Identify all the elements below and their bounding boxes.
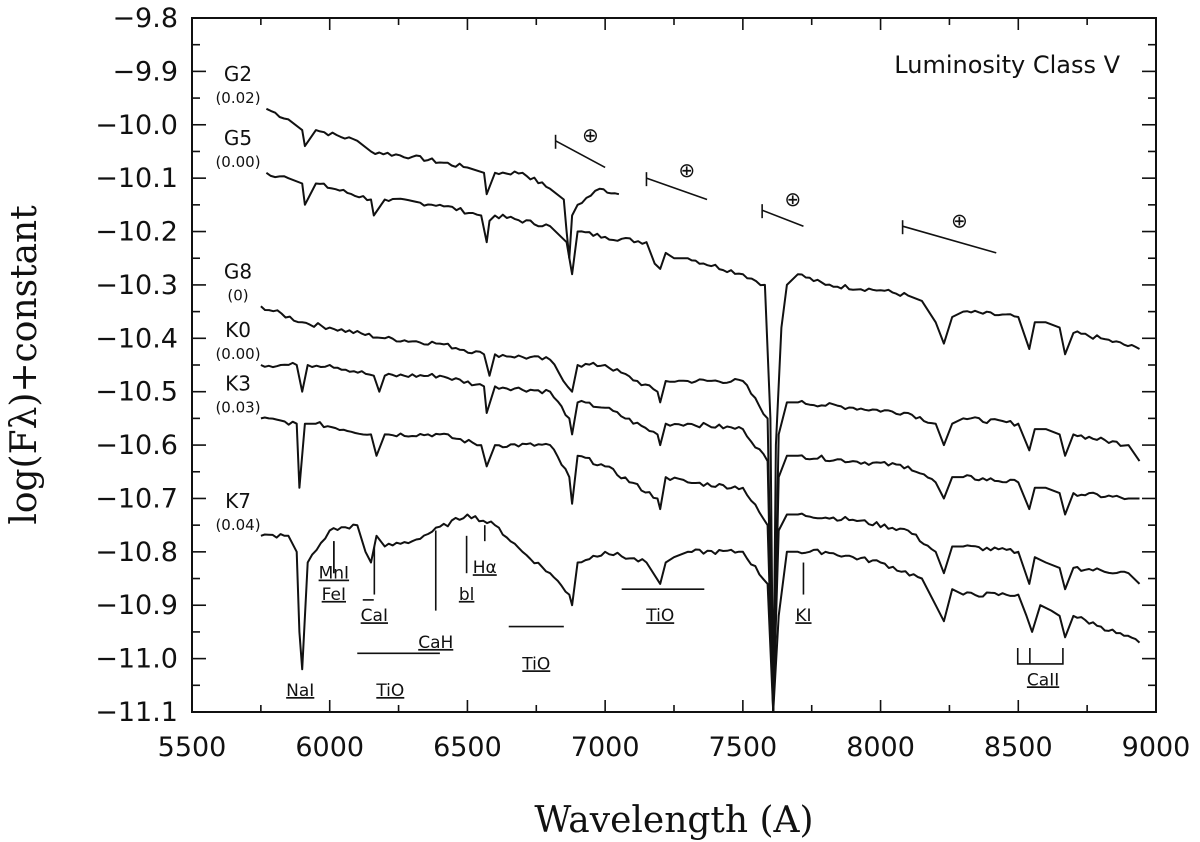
y-tick-label: −10.2 [95,217,178,248]
spectrum-line-g8 [260,305,1141,713]
feature-label: TiO [645,606,674,626]
feature-label: TiO [375,681,404,701]
series-sublabel: (0.02) [215,89,260,107]
y-tick-label: −10.1 [95,163,178,194]
series-sublabel: (0) [227,286,248,304]
series-label: K7 [225,489,251,513]
spectrum-line-k7 [260,513,1141,713]
spectrum-line-k0 [260,361,1140,713]
x-tick-label: 8000 [846,732,915,763]
feature-label: bl [459,585,475,605]
series-label: G5 [224,126,252,150]
y-tick-label: −11.1 [95,697,178,728]
y-tick-label: −9.9 [112,56,178,87]
series-layer: G2 (0.02) G5 (0.00) G8 (0) K0 (0.00) K3 (0.03) K7 (… [215,62,1141,713]
x-tick-label: 8500 [984,732,1053,763]
y-tick-label: −10.7 [95,483,178,514]
y-tick-label: −10.4 [95,323,178,354]
telluric-line [555,140,606,169]
feature-label: KI [795,606,811,626]
feature-label: TiO [521,654,550,674]
series-label: K3 [225,371,251,395]
telluric-line [902,225,997,254]
series-sublabel: (0.00) [215,153,260,171]
series-label: K0 [225,318,251,342]
feature-label: CaII [1027,670,1059,690]
feature-label: CaH [418,633,453,653]
y-tick-label: −10.5 [95,377,178,408]
y-tick-label: −10.0 [95,110,178,141]
series-sublabel: (0.04) [215,516,260,534]
y-tick-label: −10.6 [95,430,178,461]
feature-label: MnI [319,564,349,584]
telluric-line [646,177,708,201]
chart-title: Luminosity Class V [894,51,1120,79]
caii-bracket [1016,647,1064,665]
x-tick-label: 7500 [708,732,777,763]
x-tick-label: 9000 [1122,732,1191,763]
feature-label: FeI [322,585,346,605]
x-tick-label: 5500 [158,732,227,763]
y-axis-title: log(Fλ)+constant [4,205,45,525]
spectrum-line-k3 [260,416,1141,713]
feature-label: CaI [361,606,388,626]
feature-label: Hα [473,558,497,578]
x-axis: 5500 6000 6500 7000 7500 8000 8500 9000 [158,18,1191,763]
y-axis: −9.8 −9.9 −10.0 −10.1 −10.2 −10.3 −10.4 −10.5 −1… [95,3,1156,728]
y-tick-label: −9.8 [112,3,178,34]
telluric-symbol: ⊕ [582,123,599,147]
y-tick-label: −10.3 [95,270,178,301]
x-tick-label: 7000 [571,732,640,763]
spectrum-line-g5 [265,171,1140,713]
series-label: G8 [224,259,252,283]
telluric-symbol: ⊕ [784,187,801,211]
feature-label: NaI [286,681,314,701]
y-tick-label: −11.0 [95,644,178,675]
series-sublabel: (0.00) [215,345,260,363]
y-tick-label: −10.8 [95,537,178,568]
y-tick-label: −10.9 [95,590,178,621]
x-tick-label: 6500 [433,732,502,763]
telluric-symbol: ⊕ [951,209,968,233]
telluric-symbol: ⊕ [678,158,695,182]
series-sublabel: (0.03) [215,398,260,416]
x-axis-title: Wavelength (A) [534,800,813,841]
series-label: G2 [224,62,252,86]
x-tick-label: 6000 [295,732,364,763]
telluric-line [761,209,804,227]
